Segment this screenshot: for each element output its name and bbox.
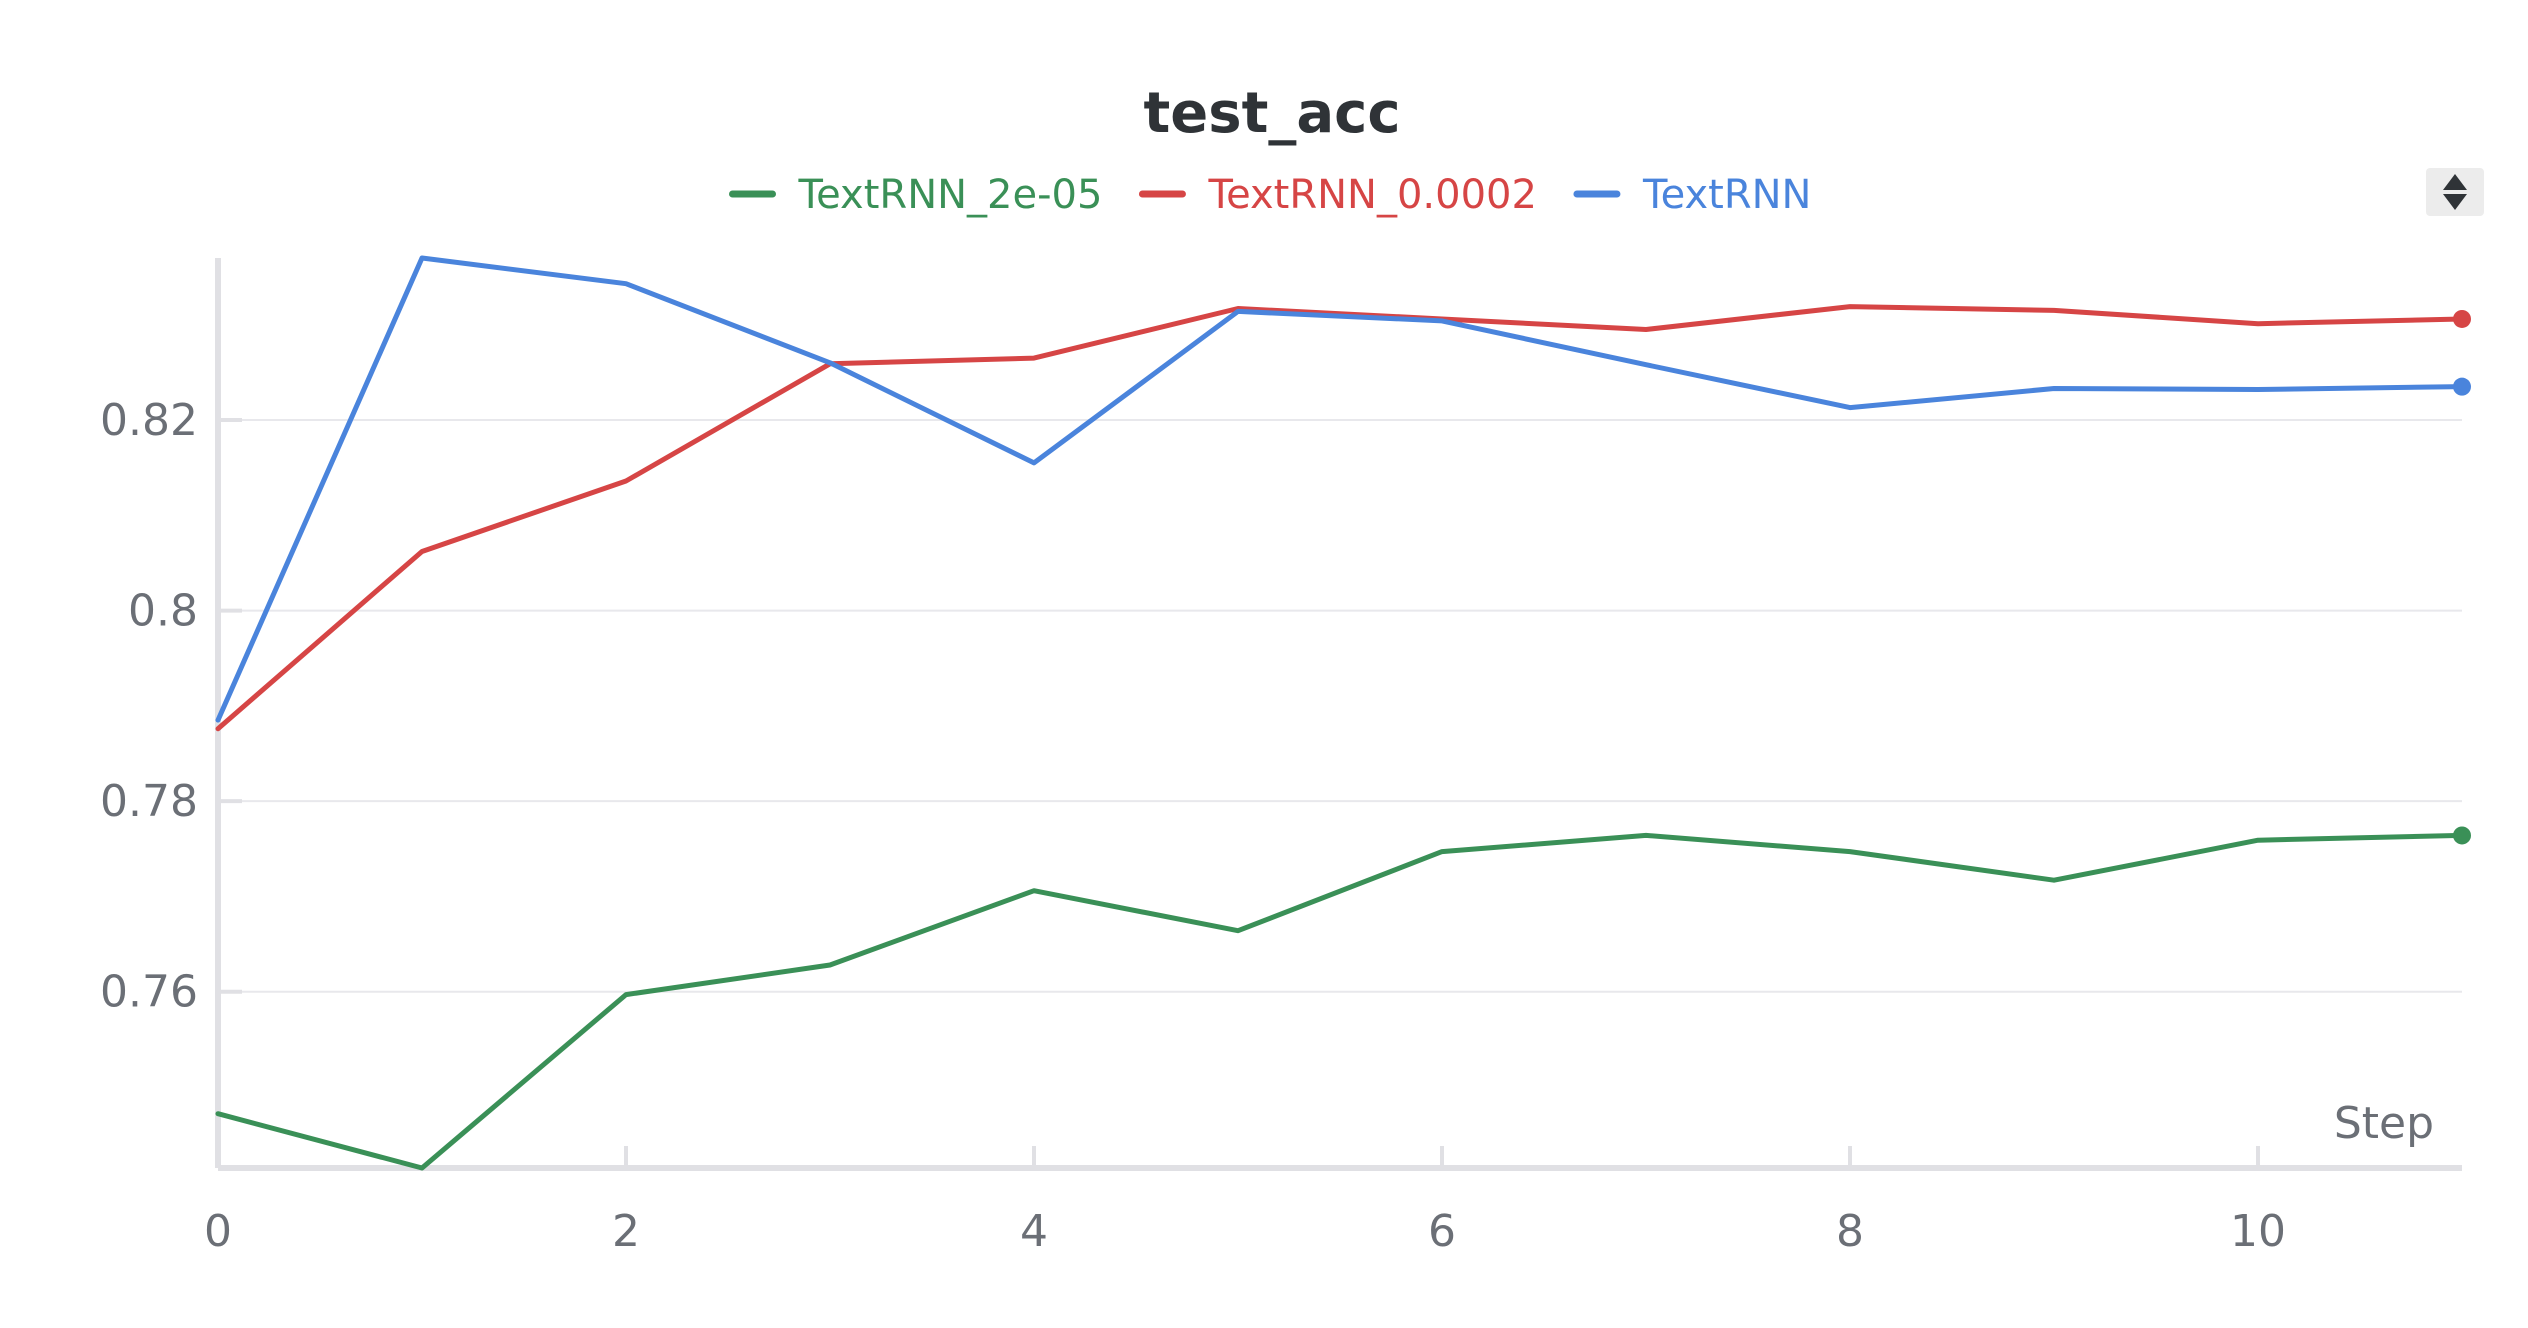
y-tick-label: 0.82 — [100, 395, 198, 446]
y-tick-label: 0.76 — [100, 967, 198, 1018]
series-end-marker — [2453, 826, 2471, 845]
x-tick-label: 2 — [612, 1206, 640, 1257]
x-axis-title: Step — [2334, 1098, 2434, 1149]
x-tick-label: 0 — [204, 1206, 232, 1257]
legend-item[interactable]: TextRNN — [1573, 172, 1812, 218]
axes: 0.76 0.78 0.8 0.82 0 2 4 6 8 10 — [100, 258, 2462, 1257]
x-tick-label: 6 — [1428, 1206, 1456, 1257]
legend-label: TextRNN_0.0002 — [1207, 172, 1537, 218]
legend-label: TextRNN — [1642, 172, 1812, 218]
legend-label: TextRNN_2e-05 — [798, 172, 1103, 218]
x-tick-label: 4 — [1020, 1206, 1048, 1257]
series — [215, 255, 2465, 1171]
x-tick-label: 8 — [1836, 1206, 1864, 1257]
legend: TextRNN_2e-05 TextRNN_0.0002 TextRNN — [729, 172, 1812, 218]
up-down-arrows-icon — [2443, 174, 2467, 210]
chart-title: test_acc — [1143, 81, 1400, 146]
series-end-marker — [2453, 377, 2471, 396]
legend-scroll-control[interactable] — [2426, 168, 2484, 216]
series-line-TextRNN_0.0002 — [215, 304, 2465, 732]
series-line-TextRNN_2e-05 — [215, 832, 2465, 1171]
x-tick-label: 10 — [2230, 1206, 2286, 1257]
series-line-TextRNN — [215, 255, 2465, 723]
grid — [218, 418, 2462, 993]
legend-item[interactable]: TextRNN_0.0002 — [1138, 172, 1537, 218]
legend-item[interactable]: TextRNN_2e-05 — [729, 172, 1103, 218]
series-end-marker — [2453, 309, 2471, 328]
end-markers — [2453, 309, 2471, 845]
y-tick-label: 0.8 — [128, 586, 198, 637]
y-tick-label: 0.78 — [100, 776, 198, 827]
